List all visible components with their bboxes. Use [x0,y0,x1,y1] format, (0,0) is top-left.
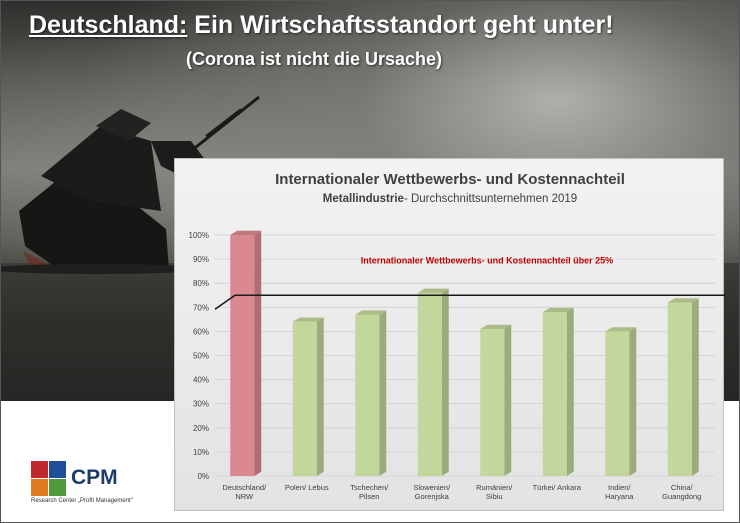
bar-top [292,317,324,322]
x-tick-label: Gorenjska [415,492,450,501]
y-tick-label: 40% [193,376,209,385]
logo-name: CPM [71,466,118,489]
x-tick-label: Guangdong [662,492,701,501]
x-tick-label: Rumänien/ [476,483,513,492]
x-tick-label: China/ [671,483,694,492]
bar-top [230,230,262,235]
logo-tagline: Research Center „Profit Management“ [31,498,133,504]
bar-side [316,317,324,476]
y-tick-label: 80% [193,279,209,288]
chart-subtitle-bold: Metallindustrie [323,193,404,205]
x-tick-label: Sibiu [486,492,503,501]
bar-top [542,307,574,313]
y-tick-label: 20% [193,424,209,433]
bar [542,312,567,476]
bar-chart: Internationaler Wettbewerbs- und Kostenn… [189,171,725,501]
title-country: Deutschland: [29,11,188,39]
y-tick-label: 50% [193,352,209,361]
logo-square-orange [31,479,48,496]
threshold-label: Internationaler Wettbewerbs- und Kostenn… [361,255,613,265]
bar [230,235,255,476]
slide-subtitle: (Corona ist nicht die Ursache) [186,49,443,69]
bar-top [480,324,512,329]
bar-top [667,298,699,303]
chart-title: Internationaler Wettbewerbs- und Kostenn… [275,171,625,188]
bar-top [605,327,637,332]
bar [292,321,317,476]
title-rest: Ein Wirtschaftsstandort geht unter! [187,11,614,39]
x-tick-label: Türkei/ Ankara [533,483,582,492]
bar [480,328,505,476]
slide-title: Deutschland: Ein Wirtschaftsstandort geh… [29,11,614,40]
x-tick-label: Pilsen [359,492,379,501]
bar-side [566,307,574,476]
bar-side [629,327,637,476]
threshold-line [214,294,725,310]
bar-side [254,230,262,476]
bar-side [441,288,449,476]
y-tick-label: 70% [193,303,209,312]
bar-side [504,324,512,476]
y-tick-label: 90% [193,255,209,264]
chart-subtitle: Metallindustrie- Durchschnittsunternehme… [323,193,577,205]
chart-subtitle-rest: - Durchschnittsunternehmen 2019 [404,193,577,205]
bar-side [379,310,387,476]
y-tick-label: 30% [193,400,209,409]
x-tick-label: Tschechen/ [350,483,389,492]
chart-panel: Internationaler Wettbewerbs- und Kostenn… [174,158,725,511]
bar-top [355,310,387,315]
x-tick-label: Indien/ [608,483,631,492]
x-tick-label: Deutschland/ [222,483,267,492]
x-tick-label: Slowenien/ [413,483,451,492]
bar [667,302,692,476]
y-tick-label: 0% [197,472,209,481]
bar [355,314,380,476]
bar [605,331,630,476]
x-tick-label: Haryana [605,492,634,501]
logo-square-red [31,461,48,478]
x-tick-label: Polen/ Lebus [285,483,329,492]
bar-top [417,288,449,293]
y-tick-label: 10% [193,448,209,457]
y-tick-label: 60% [193,327,209,336]
bar-side [691,298,699,476]
y-tick-label: 100% [189,231,209,240]
bar [417,292,442,476]
x-tick-label: NRW [235,492,254,501]
logo-square-green [49,479,66,496]
logo-square-blue [49,461,66,478]
